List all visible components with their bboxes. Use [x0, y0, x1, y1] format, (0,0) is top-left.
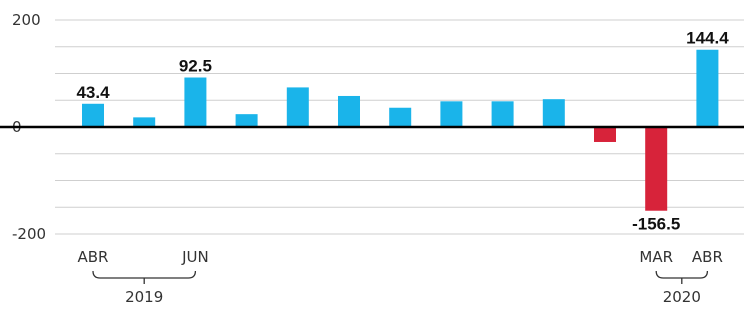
bar — [594, 127, 616, 142]
bar — [286, 87, 309, 127]
data-label: 144.4 — [686, 29, 729, 48]
bars — [82, 49, 719, 211]
bar — [235, 114, 258, 127]
bar — [133, 117, 156, 127]
bar — [542, 99, 565, 127]
x-tick-label: MAR — [639, 248, 673, 266]
bar — [491, 101, 514, 127]
bar — [440, 101, 463, 127]
x-tick-label: ABR — [78, 248, 109, 266]
x-tick-label: ABR — [692, 248, 723, 266]
gridlines — [55, 19, 744, 235]
data-label: 43.4 — [76, 83, 110, 102]
data-label: 92.5 — [179, 57, 212, 76]
year-bracket — [655, 270, 709, 284]
x-tick-label: JUN — [181, 248, 209, 266]
bar — [184, 77, 207, 127]
x-axis-labels: ABR JUN MAR ABR — [78, 248, 723, 266]
data-label: -156.5 — [632, 215, 680, 234]
bar — [389, 107, 412, 127]
bar — [82, 103, 104, 127]
bar — [338, 95, 360, 127]
bar — [696, 49, 719, 127]
y-tick-label: -200 — [12, 225, 46, 243]
data-labels: 43.4 92.5 -156.5 144.4 — [76, 29, 729, 234]
bar — [645, 127, 668, 211]
year-label: 2020 — [663, 288, 701, 306]
year-label: 2019 — [125, 288, 163, 306]
y-tick-label: 200 — [12, 11, 41, 29]
year-bracket — [92, 270, 197, 284]
year-groups: 2019 2020 — [92, 270, 709, 306]
